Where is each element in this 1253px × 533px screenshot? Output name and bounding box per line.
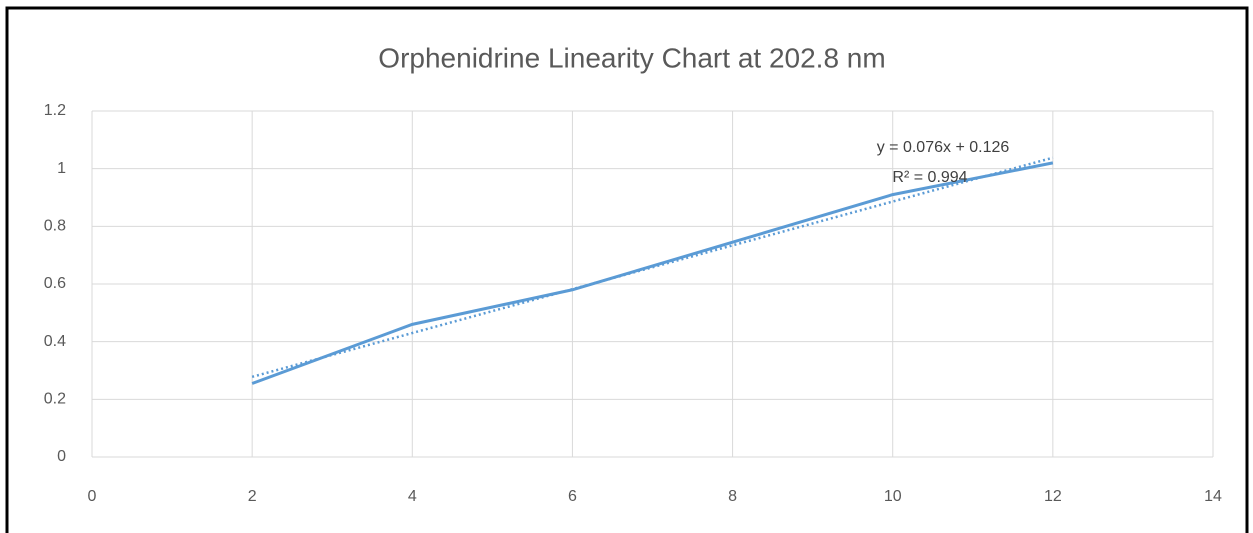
x-tick-label: 2 [248,488,257,505]
x-tick-label: 6 [568,488,577,505]
x-tick-label: 8 [728,488,737,505]
y-tick-label: 1.2 [44,102,66,119]
y-tick-label: 1 [57,160,66,177]
x-tick-label: 12 [1044,488,1062,505]
x-tick-label: 10 [884,488,902,505]
y-tick-label: 0 [57,448,66,465]
y-tick-label: 0.4 [44,333,66,350]
x-tick-label: 0 [88,488,97,505]
y-tick-label: 0.2 [44,391,66,408]
y-tick-label: 0.6 [44,275,66,292]
x-tick-label: 14 [1204,488,1222,505]
chart-border [5,6,1249,533]
x-tick-label: 4 [408,488,417,505]
data-line [251,161,1054,385]
y-tick-label: 0.8 [44,218,66,235]
trendline-equation: y = 0.076x + 0.126 [877,139,1010,156]
r-squared: R² = 0.994 [892,169,967,186]
plot-area: 0 0.2 0.4 0.6 0.8 1 1.2 0 2 4 6 8 10 12 14 [44,102,1222,505]
chart-title: Orphenidrine Linearity Chart at 202.8 nm [378,42,885,73]
trendline [251,156,1054,379]
